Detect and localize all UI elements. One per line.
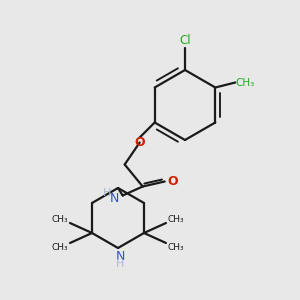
Text: CH₃: CH₃ (236, 77, 255, 88)
Text: O: O (167, 175, 178, 188)
Text: O: O (134, 136, 145, 149)
Text: H: H (116, 259, 124, 269)
Text: CH₃: CH₃ (168, 242, 184, 251)
Text: N: N (110, 192, 119, 205)
Text: Cl: Cl (179, 34, 191, 47)
Text: N: N (115, 250, 125, 262)
Text: CH₃: CH₃ (52, 242, 68, 251)
Text: CH₃: CH₃ (168, 214, 184, 224)
Text: CH₃: CH₃ (52, 214, 68, 224)
Text: H: H (103, 188, 111, 199)
